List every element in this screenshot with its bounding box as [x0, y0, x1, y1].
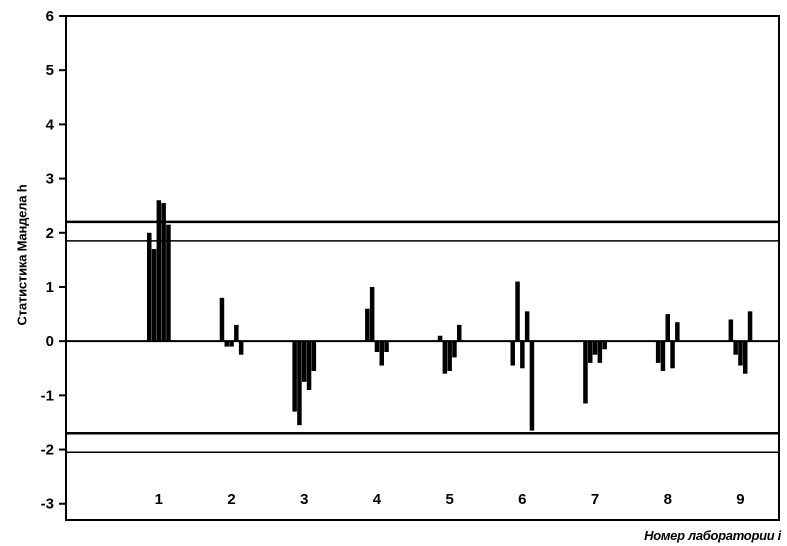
bars [147, 200, 753, 431]
bar [379, 341, 384, 366]
bar [224, 341, 229, 347]
laboratory-label: 9 [736, 491, 744, 508]
bar [161, 202, 166, 342]
laboratory-label: 3 [300, 491, 308, 508]
laboratory-label: 8 [664, 491, 672, 508]
bar [166, 224, 171, 342]
bar [384, 341, 389, 352]
bar [447, 341, 452, 371]
reference-lines [66, 220, 779, 454]
bar [374, 341, 380, 352]
y-axis: -3 -2 -1 0 1 2 3 4 5 6 [41, 8, 66, 513]
bar [728, 319, 734, 342]
bar [665, 314, 670, 342]
plot-frame [65, 15, 780, 521]
bar [442, 341, 448, 374]
y-tick-label: -1 [41, 387, 54, 404]
y-tick-label: 2 [46, 225, 54, 242]
laboratory-label: 5 [445, 491, 453, 508]
bar [675, 322, 680, 342]
laboratory-label: 1 [155, 491, 163, 508]
laboratory-label: 6 [518, 491, 526, 508]
bar [306, 341, 312, 390]
bar [452, 341, 457, 358]
bar [365, 308, 370, 342]
bar [147, 232, 152, 342]
laboratory-label: 2 [227, 491, 235, 508]
bar [738, 341, 743, 366]
y-tick-label: 1 [46, 279, 54, 296]
laboratory-label: 7 [591, 491, 599, 508]
y-tick-label: -3 [41, 496, 54, 513]
bar [747, 311, 753, 342]
bar [520, 341, 525, 369]
bar [733, 341, 738, 355]
bar [234, 324, 239, 342]
bar [302, 341, 307, 382]
bar [602, 341, 607, 350]
bar [588, 341, 593, 363]
bar [583, 341, 588, 404]
laboratory-labels: 1 2 3 4 5 6 7 8 9 [155, 491, 745, 508]
bar [655, 341, 661, 363]
bar [743, 341, 748, 374]
bar [670, 341, 675, 369]
bar [369, 286, 375, 342]
y-axis-label: Статистика Мандела h [14, 184, 30, 326]
bar [515, 281, 520, 342]
laboratory-label: 4 [373, 491, 382, 508]
bar [229, 341, 234, 347]
bar [238, 341, 244, 355]
bar [297, 341, 302, 426]
bar [311, 341, 317, 371]
bar [660, 341, 666, 371]
bar [292, 341, 297, 412]
y-tick-label: 3 [46, 171, 54, 188]
y-tick-label: 0 [46, 333, 54, 350]
bar [529, 341, 535, 431]
x-axis-label: Номер лаборатории i [644, 528, 781, 543]
bar [597, 341, 603, 363]
bar [151, 249, 157, 342]
bar [457, 324, 462, 342]
bar [437, 335, 443, 342]
bar [592, 341, 598, 355]
y-tick-label: -2 [41, 442, 54, 459]
bar [510, 341, 515, 366]
bar [524, 311, 530, 342]
bar [219, 297, 225, 342]
bar [156, 200, 162, 342]
y-tick-label: 6 [46, 8, 54, 25]
y-tick-label: 5 [46, 62, 54, 79]
y-tick-label: 4 [46, 116, 55, 133]
